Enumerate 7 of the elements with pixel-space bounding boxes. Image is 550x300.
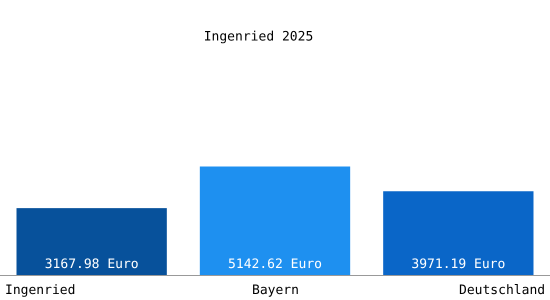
x-tick-label: Deutschland	[459, 283, 546, 298]
x-tick-label: Bayern	[252, 283, 299, 298]
chart-title: Ingenried 2025	[204, 30, 314, 45]
data-label: 3971.19 Euro	[411, 257, 506, 272]
x-tick-label: Ingenried	[5, 283, 76, 298]
data-label: 3167.98 Euro	[44, 257, 139, 272]
data-label: 5142.62 Euro	[228, 257, 322, 272]
